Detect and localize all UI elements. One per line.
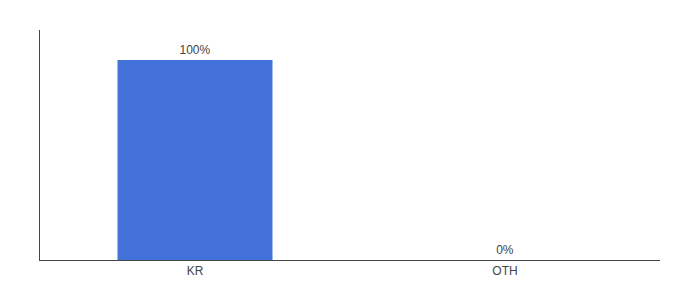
svg-text:100%: 100% bbox=[179, 43, 210, 57]
svg-text:0%: 0% bbox=[496, 243, 514, 257]
svg-text:KR: KR bbox=[187, 264, 204, 278]
svg-text:OTH: OTH bbox=[492, 264, 517, 278]
